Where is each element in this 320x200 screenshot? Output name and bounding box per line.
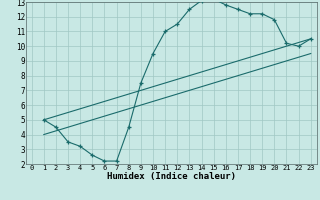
X-axis label: Humidex (Indice chaleur): Humidex (Indice chaleur) [107,172,236,181]
